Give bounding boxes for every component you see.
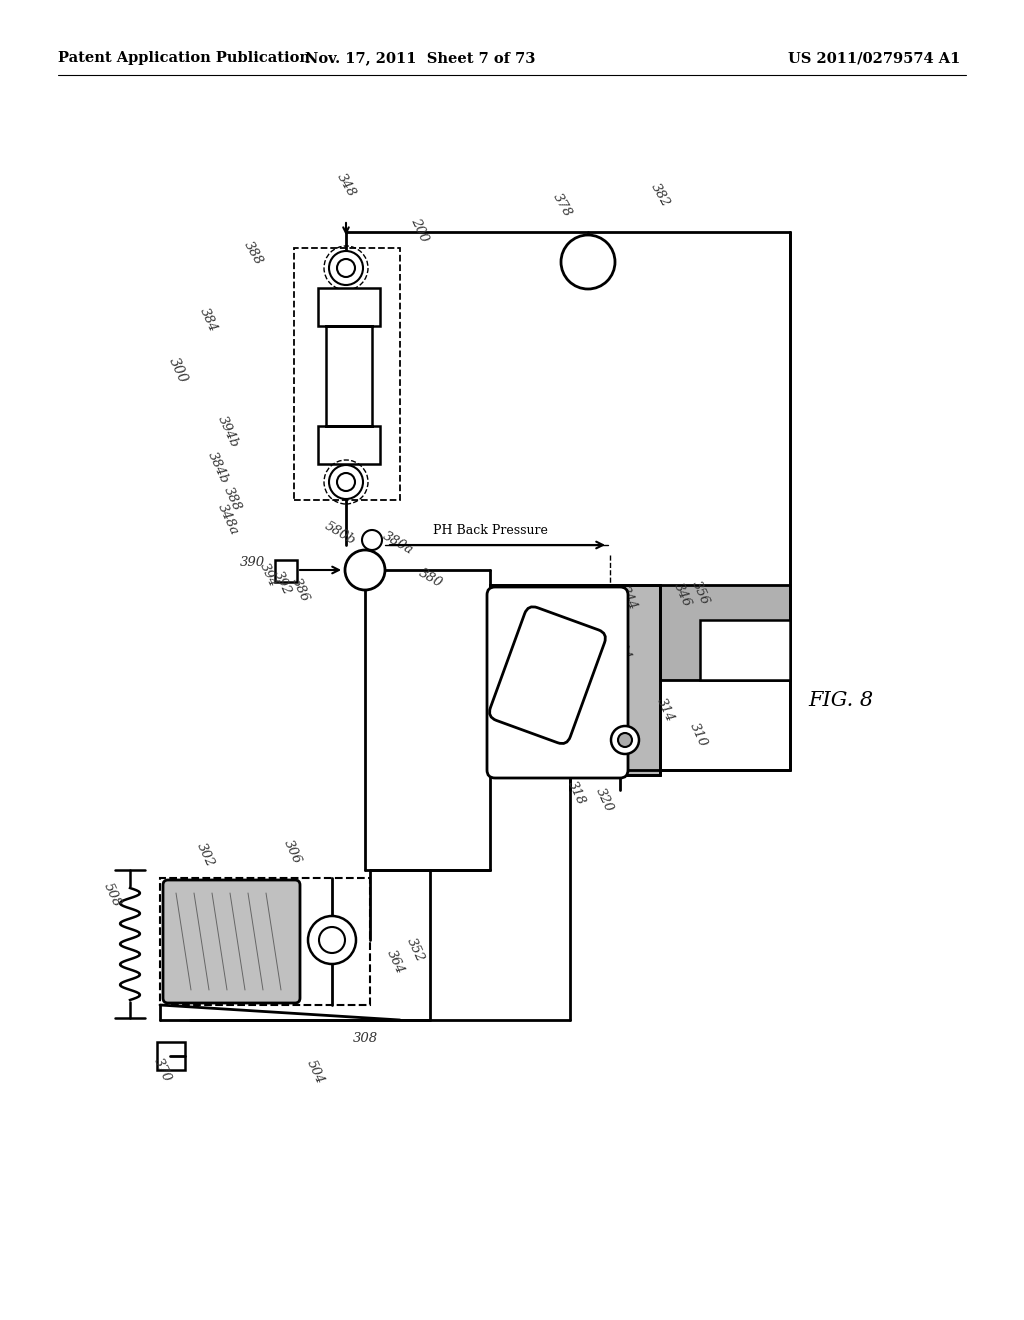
- Bar: [294, 248, 400, 500]
- Text: 348a: 348a: [215, 502, 241, 537]
- Text: 390: 390: [240, 557, 264, 569]
- Text: 306: 306: [281, 838, 303, 866]
- Text: 384b: 384b: [205, 450, 231, 486]
- Text: Patent Application Publication: Patent Application Publication: [58, 51, 310, 65]
- Text: 386: 386: [289, 576, 311, 605]
- Bar: [157, 1041, 185, 1071]
- Bar: [275, 560, 297, 582]
- Bar: [160, 878, 370, 1005]
- Text: 504: 504: [304, 1057, 327, 1086]
- Text: 382: 382: [648, 181, 672, 209]
- FancyBboxPatch shape: [163, 880, 300, 1003]
- Text: 318: 318: [565, 779, 587, 807]
- Circle shape: [345, 550, 385, 590]
- Circle shape: [337, 473, 355, 491]
- Text: 392: 392: [270, 569, 293, 597]
- Text: 300: 300: [166, 355, 190, 385]
- Circle shape: [618, 733, 632, 747]
- Text: 580b: 580b: [323, 519, 357, 546]
- Text: 356: 356: [689, 579, 712, 607]
- Text: 320: 320: [593, 785, 615, 814]
- Text: 394: 394: [257, 561, 280, 589]
- Circle shape: [362, 531, 382, 550]
- Bar: [660, 585, 790, 680]
- Text: US 2011/0279574 A1: US 2011/0279574 A1: [787, 51, 961, 65]
- Text: 352: 352: [403, 936, 426, 964]
- Text: PH Back Pressure: PH Back Pressure: [432, 524, 548, 536]
- Polygon shape: [318, 288, 380, 465]
- Circle shape: [319, 927, 345, 953]
- Text: FIG. 8: FIG. 8: [808, 690, 873, 710]
- Text: 370: 370: [151, 1056, 173, 1084]
- Text: 314: 314: [653, 696, 676, 725]
- Circle shape: [329, 465, 362, 499]
- Bar: [490, 585, 660, 775]
- Text: 394b: 394b: [215, 414, 241, 450]
- Text: 302: 302: [194, 841, 216, 869]
- FancyBboxPatch shape: [487, 587, 628, 777]
- Circle shape: [611, 726, 639, 754]
- Text: Nov. 17, 2011  Sheet 7 of 73: Nov. 17, 2011 Sheet 7 of 73: [305, 51, 536, 65]
- Text: 310: 310: [687, 721, 710, 750]
- Text: 388: 388: [241, 239, 265, 267]
- Text: 308: 308: [352, 1031, 378, 1044]
- Circle shape: [561, 235, 615, 289]
- Text: 380: 380: [416, 566, 444, 590]
- Text: 384: 384: [197, 306, 219, 334]
- Text: 200: 200: [409, 216, 431, 244]
- Circle shape: [329, 251, 362, 285]
- Text: 344: 344: [616, 583, 639, 612]
- Text: 346: 346: [671, 581, 693, 609]
- Circle shape: [308, 916, 356, 964]
- Text: 348: 348: [334, 170, 358, 199]
- Bar: [492, 587, 622, 727]
- Text: 304: 304: [610, 634, 633, 663]
- Text: 364: 364: [384, 948, 407, 975]
- FancyBboxPatch shape: [489, 607, 605, 743]
- Text: 388: 388: [221, 484, 244, 513]
- Text: 378: 378: [550, 191, 573, 219]
- Text: 380a: 380a: [381, 529, 416, 557]
- Text: 508: 508: [100, 880, 123, 909]
- Circle shape: [337, 259, 355, 277]
- Bar: [700, 620, 790, 680]
